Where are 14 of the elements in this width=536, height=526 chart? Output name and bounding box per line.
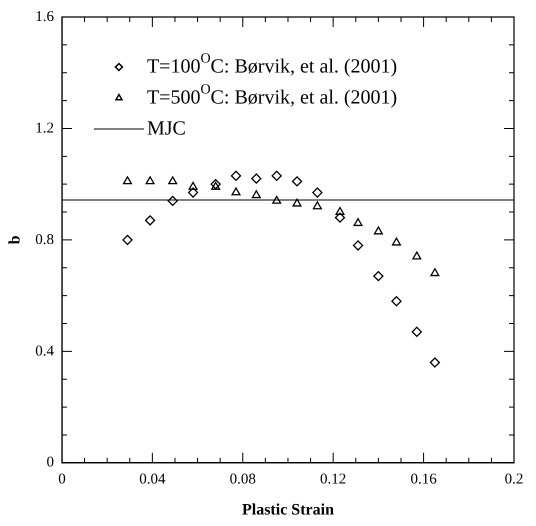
y-tick-label: 1.2 xyxy=(35,120,54,136)
x-tick-label: 0.08 xyxy=(230,472,256,488)
x-tick-label: 0.2 xyxy=(504,472,524,488)
legend-label: MJC xyxy=(146,117,186,140)
x-axis-title: Plastic Strain xyxy=(242,502,334,519)
y-axis-title: b xyxy=(6,235,24,244)
x-tick-label: 0 xyxy=(58,472,66,488)
y-tick-label: 0.4 xyxy=(35,343,54,360)
x-tick-label: 0.04 xyxy=(139,472,166,488)
x-tick-label: 0.16 xyxy=(410,472,438,488)
x-tick-label: 0.12 xyxy=(320,472,346,488)
y-tick-label: 0 xyxy=(46,454,54,471)
y-tick-label: 0.8 xyxy=(35,232,54,248)
y-tick-label: 1.6 xyxy=(35,8,54,25)
